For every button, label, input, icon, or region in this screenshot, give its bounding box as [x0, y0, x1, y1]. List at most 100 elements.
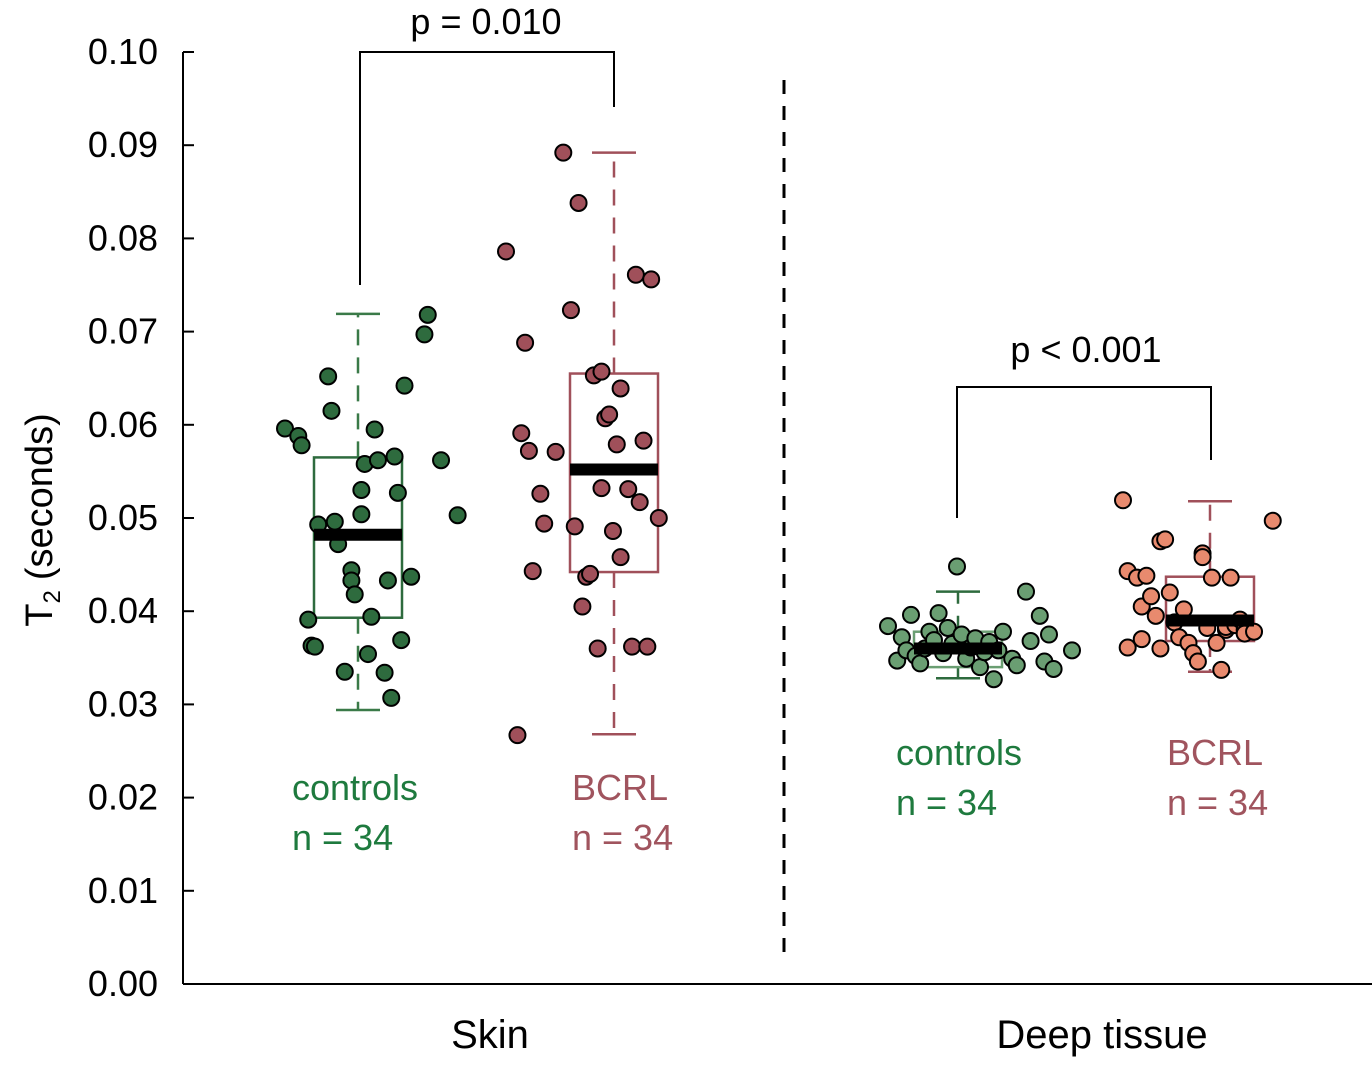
y-axis-label: T2 (seconds): [19, 413, 66, 626]
data-point: [642, 270, 661, 289]
data-point: [1040, 625, 1058, 644]
y-tick-label: 0.01: [88, 870, 158, 911]
group-label-skin-controls: controls: [292, 767, 418, 808]
data-point: [299, 610, 318, 629]
p-value-deep: p < 0.001: [1010, 329, 1161, 370]
group-deep_bcrl: [1114, 491, 1282, 679]
data-point: [1245, 622, 1264, 641]
data-point: [623, 637, 642, 656]
y-tick-label: 0.09: [88, 124, 158, 165]
data-point: [319, 367, 338, 386]
data-point: [611, 548, 630, 567]
data-point: [1063, 641, 1081, 660]
data-point: [516, 333, 535, 352]
data-point: [448, 506, 467, 525]
data-point: [1118, 638, 1137, 657]
data-point: [352, 481, 371, 500]
data-point: [971, 658, 989, 677]
data-point: [611, 379, 630, 398]
group-n-skin-bcrl: n = 34: [572, 817, 673, 858]
data-point: [1188, 652, 1207, 671]
data-point: [1044, 659, 1063, 678]
data-point: [619, 480, 638, 499]
data-point: [902, 605, 920, 624]
data-point: [531, 484, 550, 503]
data-point: [929, 604, 948, 623]
y-axis-label-sub: 2: [39, 590, 66, 603]
category-label-deep-tissue: Deep tissue: [996, 1013, 1207, 1057]
data-point: [276, 419, 294, 438]
data-point: [588, 639, 607, 658]
data-point: [546, 442, 565, 461]
data-point: [948, 557, 966, 576]
data-point: [378, 571, 397, 590]
data-point: [1263, 511, 1282, 530]
data-point: [569, 193, 588, 212]
y-tick-label: 0.08: [88, 217, 158, 258]
data-point: [1137, 566, 1156, 585]
data-point: [305, 637, 324, 656]
data-point: [519, 441, 538, 460]
data-point: [1114, 491, 1132, 510]
data-point: [1193, 548, 1212, 567]
data-point: [508, 726, 527, 745]
data-point: [368, 451, 387, 470]
data-point: [638, 637, 657, 656]
data-point: [497, 242, 515, 261]
data-point: [325, 512, 344, 531]
data-point: [292, 436, 311, 455]
data-point: [418, 305, 437, 324]
data-point: [581, 564, 600, 583]
data-point: [592, 362, 611, 381]
data-point: [1160, 583, 1179, 602]
data-point: [535, 514, 554, 533]
group-deep_controls: [879, 557, 1081, 689]
group-n-skin-controls: n = 34: [292, 817, 393, 858]
data-point: [388, 483, 407, 502]
data-point: [1132, 630, 1151, 649]
group-skin_controls: [276, 305, 467, 712]
data-point: [1021, 632, 1040, 651]
category-label-skin: Skin: [451, 1013, 529, 1057]
data-point: [554, 143, 573, 162]
group-label-skin-bcrl: BCRL: [572, 767, 668, 808]
data-point: [911, 654, 930, 673]
data-point: [382, 688, 401, 707]
data-point: [1202, 568, 1221, 587]
data-point: [362, 607, 381, 626]
box-groups: [276, 143, 1282, 745]
data-point: [385, 447, 404, 466]
data-point: [630, 493, 649, 512]
data-point: [592, 479, 611, 498]
data-point: [322, 401, 341, 420]
data-point: [1146, 606, 1165, 625]
data-point: [603, 522, 622, 541]
data-point: [359, 645, 377, 664]
data-point: [561, 301, 580, 320]
data-point: [1207, 633, 1226, 652]
group-label-deep-controls: controls: [896, 732, 1022, 773]
p-value-skin: p = 0.010: [410, 1, 561, 42]
data-point: [1151, 639, 1170, 658]
data-point: [335, 662, 354, 681]
y-tick-label: 0.04: [88, 590, 158, 631]
data-point: [345, 585, 364, 604]
group-n-deep-controls: n = 34: [896, 782, 997, 823]
data-point: [415, 325, 434, 344]
data-point: [352, 505, 371, 524]
group-skin_bcrl: [497, 143, 668, 745]
y-tick-label: 0.10: [88, 31, 158, 72]
data-point: [1212, 660, 1231, 679]
y-tick-label: 0.06: [88, 404, 158, 445]
data-point: [402, 567, 421, 586]
data-point: [607, 435, 626, 454]
data-point: [1017, 582, 1035, 601]
data-point: [573, 597, 592, 616]
group-n-deep-bcrl: n = 34: [1167, 782, 1268, 823]
data-point: [1156, 530, 1175, 549]
group-label-deep-bcrl: BCRL: [1167, 732, 1263, 773]
y-tick-label: 0.03: [88, 683, 158, 724]
data-point: [512, 424, 531, 443]
comparison-bracket-deep: p < 0.001: [956, 329, 1212, 518]
